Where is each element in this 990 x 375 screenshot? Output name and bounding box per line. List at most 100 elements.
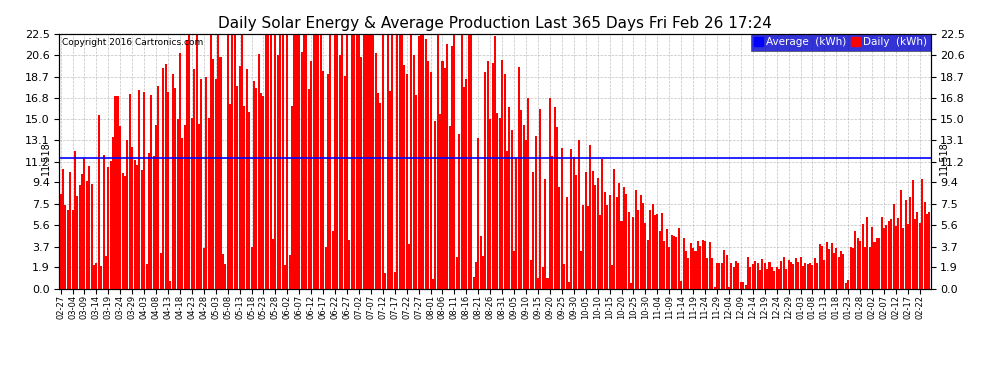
Bar [440,114,442,289]
Bar [350,0,352,289]
Bar [399,13,401,289]
Bar [842,254,844,289]
Bar [868,246,871,289]
Bar [487,61,489,289]
Bar [859,241,861,289]
Bar [888,221,890,289]
Bar [577,140,579,289]
Bar [756,263,758,289]
Bar [322,71,324,289]
Bar [546,278,548,289]
Bar [685,251,687,289]
Bar [864,246,866,289]
Bar [849,246,851,289]
Bar [878,238,880,289]
Bar [66,210,68,289]
Bar [234,22,236,289]
Bar [176,119,178,289]
Bar [609,195,611,289]
Bar [330,0,332,289]
Bar [76,196,78,289]
Bar [690,243,692,289]
Bar [337,0,339,289]
Title: Daily Solar Energy & Average Production Last 365 Days Fri Feb 26 17:24: Daily Solar Energy & Average Production … [218,16,772,31]
Bar [346,0,348,289]
Bar [563,264,565,289]
Bar [540,109,542,289]
Bar [265,0,267,289]
Bar [501,60,503,289]
Bar [780,261,782,289]
Bar [530,260,532,289]
Bar [692,248,694,289]
Bar [749,267,751,289]
Bar [222,254,224,289]
Bar [797,262,799,289]
Bar [279,0,281,289]
Bar [592,171,594,289]
Bar [435,121,437,289]
Legend: Average  (kWh), Daily  (kWh): Average (kWh), Daily (kWh) [750,34,931,51]
Bar [761,260,763,289]
Bar [155,124,157,289]
Bar [640,195,642,289]
Bar [504,75,506,289]
Bar [682,238,684,289]
Bar [191,118,193,289]
Bar [646,240,648,289]
Bar [802,266,804,289]
Bar [506,151,508,289]
Bar [902,228,904,289]
Bar [196,19,198,289]
Bar [890,219,892,289]
Bar [513,251,515,289]
Bar [702,240,704,289]
Bar [751,264,753,289]
Bar [520,110,523,289]
Bar [484,72,486,289]
Bar [74,151,76,289]
Bar [895,226,897,289]
Bar [511,130,513,289]
Bar [332,231,334,289]
Bar [313,0,315,289]
Bar [644,223,646,289]
Bar [565,197,567,289]
Bar [208,118,210,289]
Bar [389,91,391,289]
Bar [759,270,761,289]
Bar [129,94,131,289]
Bar [821,246,823,289]
Bar [200,79,202,289]
Bar [159,253,161,289]
Bar [778,269,780,289]
Bar [95,264,97,289]
Bar [812,265,814,289]
Bar [482,256,484,289]
Bar [453,15,455,289]
Bar [929,212,931,289]
Bar [470,16,472,289]
Bar [847,280,849,289]
Bar [871,226,873,289]
Bar [157,87,159,289]
Bar [117,96,119,289]
Bar [785,269,787,289]
Bar [606,205,608,289]
Bar [819,244,821,289]
Bar [437,24,439,289]
Bar [232,0,234,289]
Bar [284,265,286,289]
Bar [575,175,577,289]
Bar [597,178,599,289]
Bar [181,138,183,289]
Bar [444,68,446,289]
Bar [59,195,61,289]
Bar [525,140,527,289]
Bar [697,241,699,289]
Bar [215,79,217,289]
Bar [905,200,907,289]
Bar [169,281,171,289]
Bar [179,53,181,289]
Bar [707,258,709,289]
